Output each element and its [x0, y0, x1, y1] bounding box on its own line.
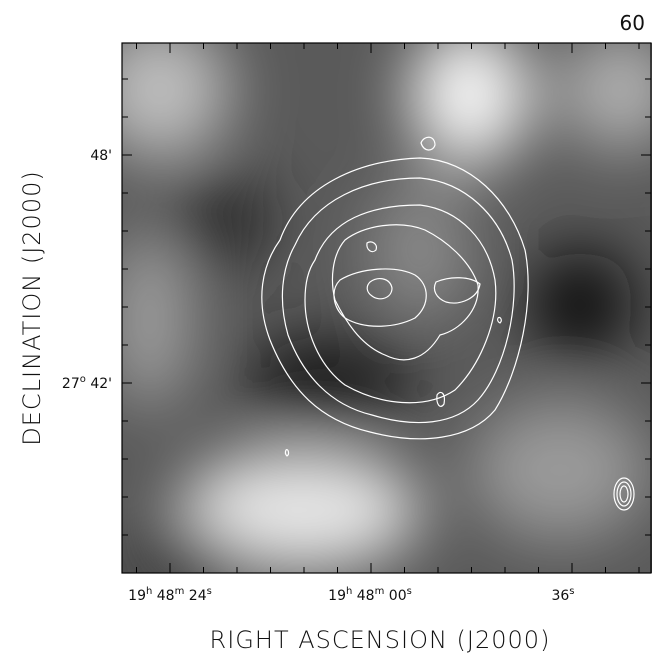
tick-label: 48': [90, 148, 112, 164]
label-part: 24: [184, 588, 206, 604]
frame: [121, 42, 652, 574]
superscript: o: [80, 374, 86, 385]
superscript: s: [569, 586, 574, 597]
label-part: 27: [62, 376, 80, 392]
panel-label: 60: [620, 11, 645, 35]
tick-label: 19h 48m 24s: [128, 586, 212, 604]
label-part: 19: [328, 588, 346, 604]
superscript: s: [207, 586, 212, 597]
label-part: 48: [152, 588, 174, 604]
x-tick-labels: 19h 48m 24s 19h 48m 00s 36s: [128, 586, 574, 604]
greyscale-image: [122, 43, 652, 573]
tick-label: 19h 48m 00s: [328, 586, 412, 604]
tick-label: 27o 42': [62, 374, 112, 392]
superscript: m: [175, 586, 185, 597]
superscript: h: [346, 586, 352, 597]
contours: [261, 136, 635, 511]
x-axis-title: RIGHT ASCENSION (J2000): [210, 626, 551, 654]
superscript: h: [146, 586, 152, 597]
label-part: 00: [384, 588, 406, 604]
tick-marks: [122, 43, 651, 573]
label-part: 19: [128, 588, 146, 604]
label-part: 48: [352, 588, 374, 604]
tick-label: 36s: [551, 586, 574, 604]
y-axis-title: DECLINATION (J2000): [18, 170, 46, 445]
label-part: 48': [90, 148, 112, 164]
superscript: s: [407, 586, 412, 597]
label-part: 36: [551, 588, 569, 604]
label-part: 42': [86, 376, 112, 392]
y-tick-labels: 48' 27o 42': [62, 148, 112, 392]
superscript: m: [375, 586, 385, 597]
